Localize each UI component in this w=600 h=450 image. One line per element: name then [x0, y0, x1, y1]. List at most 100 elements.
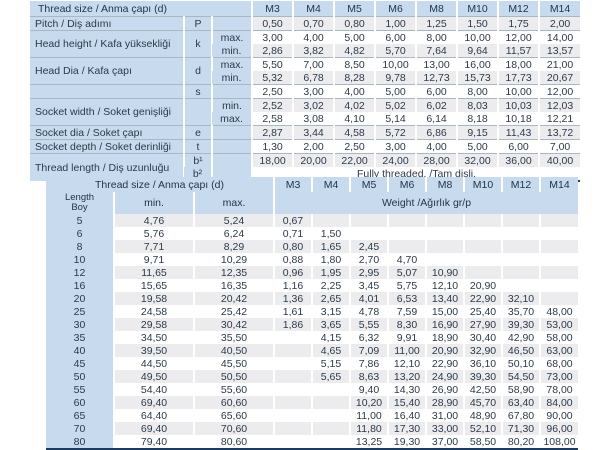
- min-cell: 15,65: [113, 279, 194, 292]
- table-row: Socket depth / Soket derinliği t 1,30 2,00 2…: [30, 139, 581, 154]
- value-cell: 5,70: [374, 44, 417, 58]
- value-cell: 3,02: [292, 98, 335, 112]
- max-cell: 20,42: [193, 292, 274, 305]
- weight-cell: [311, 422, 350, 435]
- value-cell: 13,00: [415, 57, 458, 71]
- length-label-tr: Boy: [71, 202, 88, 213]
- value-cell: 7,00: [538, 139, 581, 154]
- dimensions-body: Pitch / Diş adımı P 0,50 0,70 0,80 1,00 1,25 1,…: [30, 16, 581, 182]
- weight-cell: 5,07: [387, 266, 426, 279]
- symbol-cell: d: [183, 57, 212, 85]
- weight-cell: 20,90: [463, 279, 502, 292]
- weight-cell: 26,90: [425, 383, 464, 396]
- size-col-header: M6: [374, 1, 417, 17]
- weight-column-header: Weight /Ağırlık gr/p: [273, 192, 578, 214]
- weight-cell: 84,00: [539, 396, 578, 409]
- min-cell: 4,76: [113, 214, 194, 227]
- max-cell: 65,60: [193, 409, 274, 422]
- symbol-cell: t: [183, 139, 212, 154]
- length-cell: 12: [46, 266, 114, 279]
- weight-cell: 4,15: [311, 331, 350, 344]
- length-cell: 6: [46, 227, 114, 240]
- min-cell: 79,40: [113, 435, 194, 450]
- value-cell: 5,00: [456, 139, 499, 154]
- weights-table: Thread size / Anma çapı (d) M3 M4 M5 M6 M8 M1…: [46, 177, 578, 450]
- weight-cell: 13,25: [349, 435, 388, 450]
- value-cell: 11,43: [497, 125, 540, 140]
- min-cell: 64,40: [113, 409, 194, 422]
- max-cell: 5,24: [193, 214, 274, 227]
- length-cell: 80: [46, 435, 114, 450]
- size-col-header: M5: [349, 177, 388, 192]
- weight-cell: 4,01: [349, 292, 388, 305]
- weights-header-row-1: Thread size / Anma çapı (d) M3 M4 M5 M6 M8 M1…: [46, 177, 578, 192]
- value-cell: 22,00: [333, 153, 376, 167]
- weight-cell: 15,40: [387, 396, 426, 409]
- value-cell: 8,00: [415, 30, 458, 44]
- value-cell: 9,15: [456, 125, 499, 140]
- value-cell: 14,00: [538, 30, 581, 44]
- table-row: 40 39,50 40,50 4,65 7,09 11,00 20,90 32,90 46,50…: [46, 344, 578, 357]
- min-cell: 29,58: [113, 318, 194, 331]
- weight-cell: 4,65: [311, 344, 350, 357]
- value-cell: 32,00: [456, 153, 499, 167]
- size-col-header: M12: [497, 1, 540, 17]
- weight-cell: 32,90: [463, 344, 502, 357]
- weight-cell: [539, 253, 578, 266]
- weight-cell: 4,78: [349, 305, 388, 318]
- value-cell: 15,73: [456, 71, 499, 85]
- value-cell: 3,00: [292, 84, 335, 99]
- table-row: 65 64,40 65,60 11,00 16,40 31,00 48,90 67,80 90,…: [46, 409, 578, 422]
- property-label: Thread length / Diş uzunluğu: [30, 153, 184, 181]
- weight-cell: 13,40: [425, 292, 464, 305]
- weight-cell: [387, 227, 426, 240]
- table-row: 50 49,50 50,50 5,65 8,63 13,20 24,90 39,30 54,50…: [46, 370, 578, 383]
- length-cell: 25: [46, 305, 114, 318]
- weight-cell: 5,15: [311, 357, 350, 370]
- value-cell: 3,44: [292, 125, 335, 140]
- weight-cell: 10,20: [349, 396, 388, 409]
- weight-cell: [273, 370, 312, 383]
- weight-cell: 39,30: [463, 370, 502, 383]
- length-cell: 70: [46, 422, 114, 435]
- min-cell: 49,50: [113, 370, 194, 383]
- value-cell: 1,25: [415, 16, 458, 31]
- size-col-header: M14: [538, 1, 581, 17]
- weight-cell: [311, 409, 350, 422]
- size-col-header: M4: [311, 177, 350, 192]
- weight-cell: 0,80: [273, 240, 312, 253]
- weight-cell: 6,32: [349, 331, 388, 344]
- weight-cell: 1,16: [273, 279, 312, 292]
- value-cell: 4,00: [333, 84, 376, 99]
- dimensions-table: Thread size / Anma çapı (d) M3 M4 M5 M6 M8 M1…: [30, 1, 581, 182]
- symbol-cell: e: [183, 125, 212, 140]
- weight-cell: [463, 227, 502, 240]
- weight-cell: 27,90: [463, 318, 502, 331]
- value-cell: 5,00: [374, 84, 417, 99]
- value-cell: 6,00: [497, 139, 540, 154]
- min-cell: 34,50: [113, 331, 194, 344]
- weight-cell: [273, 383, 312, 396]
- value-cell: 12,03: [538, 98, 581, 112]
- weight-cell: 48,00: [539, 305, 578, 318]
- weight-cell: 2,95: [349, 266, 388, 279]
- size-col-header: M3: [273, 177, 312, 192]
- dimensions-header-row: Thread size / Anma çapı (d) M3 M4 M5 M6 M8 M1…: [30, 1, 581, 17]
- value-cell: 6,02: [415, 98, 458, 112]
- weight-cell: [349, 227, 388, 240]
- value-cell: 12,00: [497, 30, 540, 44]
- min-cell: 69,40: [113, 422, 194, 435]
- property-label: Head height / Kafa yüksekliği: [30, 30, 184, 58]
- value-cell: 20,67: [538, 71, 581, 85]
- length-cell: 40: [46, 344, 114, 357]
- value-cell: 5,32: [251, 71, 294, 85]
- weight-cell: [463, 266, 502, 279]
- min-cell: 54,40: [113, 383, 194, 396]
- weight-cell: [539, 214, 578, 227]
- weight-cell: 54,50: [501, 370, 540, 383]
- weight-cell: 1,36: [273, 292, 312, 305]
- value-cell: 0,80: [333, 16, 376, 31]
- length-cell: 60: [46, 396, 114, 409]
- weight-cell: 11,80: [349, 422, 388, 435]
- weight-cell: 42,90: [501, 331, 540, 344]
